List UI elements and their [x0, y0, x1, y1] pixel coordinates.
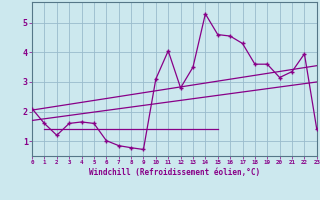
X-axis label: Windchill (Refroidissement éolien,°C): Windchill (Refroidissement éolien,°C) — [89, 168, 260, 177]
